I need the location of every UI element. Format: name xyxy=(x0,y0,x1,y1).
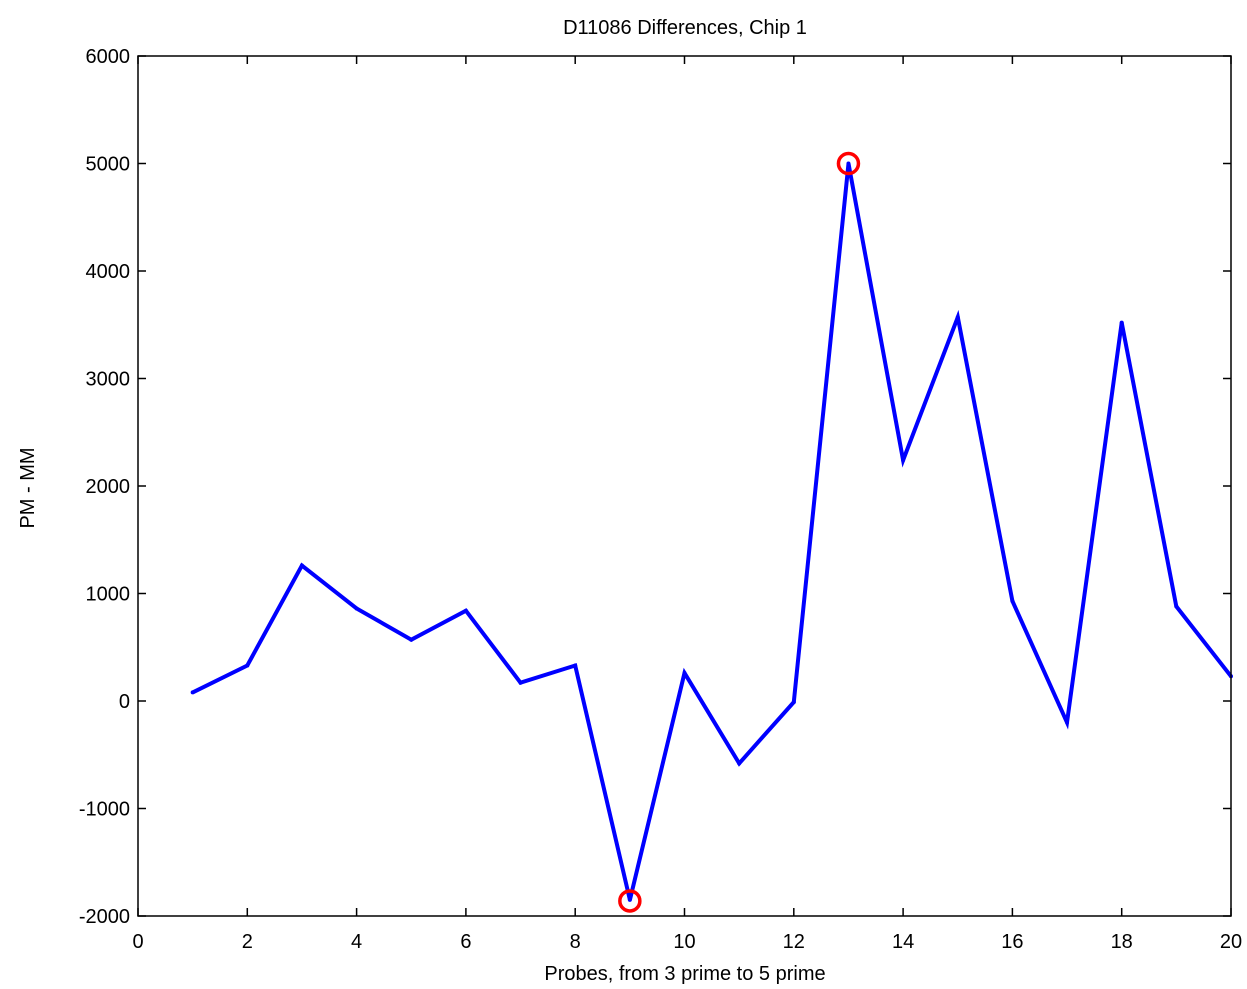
plot-area xyxy=(190,151,1233,913)
x-tick-label: 20 xyxy=(1220,931,1242,953)
data-point xyxy=(1010,599,1015,604)
data-point xyxy=(463,608,468,613)
x-tick-label: 6 xyxy=(460,931,471,953)
y-tick-label: 4000 xyxy=(86,261,131,283)
chart-title: D11086 Differences, Chip 1 xyxy=(563,17,807,39)
data-point xyxy=(791,700,796,705)
x-tick-label: 14 xyxy=(892,931,914,953)
y-axis-title: PM - MM xyxy=(17,447,39,528)
data-point xyxy=(518,680,523,685)
x-tick-label: 4 xyxy=(351,931,362,953)
y-tick-label: 3000 xyxy=(86,369,131,391)
x-tick-label: 18 xyxy=(1111,931,1133,953)
data-point xyxy=(245,663,250,668)
data-point xyxy=(846,161,851,166)
data-point xyxy=(955,315,960,320)
highlight-marker xyxy=(836,151,861,176)
x-tick-label: 8 xyxy=(570,931,581,953)
x-tick-label: 2 xyxy=(242,931,253,953)
data-point xyxy=(573,663,578,668)
data-point xyxy=(1065,720,1070,725)
data-point xyxy=(409,637,414,642)
x-axis-title: Probes, from 3 prime to 5 prime xyxy=(544,963,825,985)
data-point xyxy=(682,671,687,676)
data-point xyxy=(627,897,632,902)
data-point xyxy=(354,606,359,611)
data-point xyxy=(737,761,742,766)
y-tick-label: 2000 xyxy=(86,476,131,498)
data-point xyxy=(190,690,195,695)
y-tick-label: 6000 xyxy=(86,46,131,68)
y-tick-label: -2000 xyxy=(79,906,130,928)
highlight-marker xyxy=(618,889,642,913)
y-tick-label: 5000 xyxy=(86,154,131,176)
y-tick-label: 0 xyxy=(119,691,130,713)
x-tick-label: 0 xyxy=(132,931,143,953)
series-line xyxy=(191,163,1233,901)
y-tick-label: -1000 xyxy=(79,799,130,821)
data-point xyxy=(901,458,906,463)
y-tick-label: 1000 xyxy=(86,584,131,606)
data-point xyxy=(1119,320,1124,325)
data-point xyxy=(1174,604,1179,609)
x-tick-label: 12 xyxy=(783,931,805,953)
x-tick-label: 16 xyxy=(1001,931,1023,953)
data-point xyxy=(299,563,304,568)
axes: 0 2 4 6 8 10 12 14 16 18 20 -2000 -1000 0 1000 2000 3000… xyxy=(79,46,1242,953)
x-tick-label: 10 xyxy=(673,931,695,953)
